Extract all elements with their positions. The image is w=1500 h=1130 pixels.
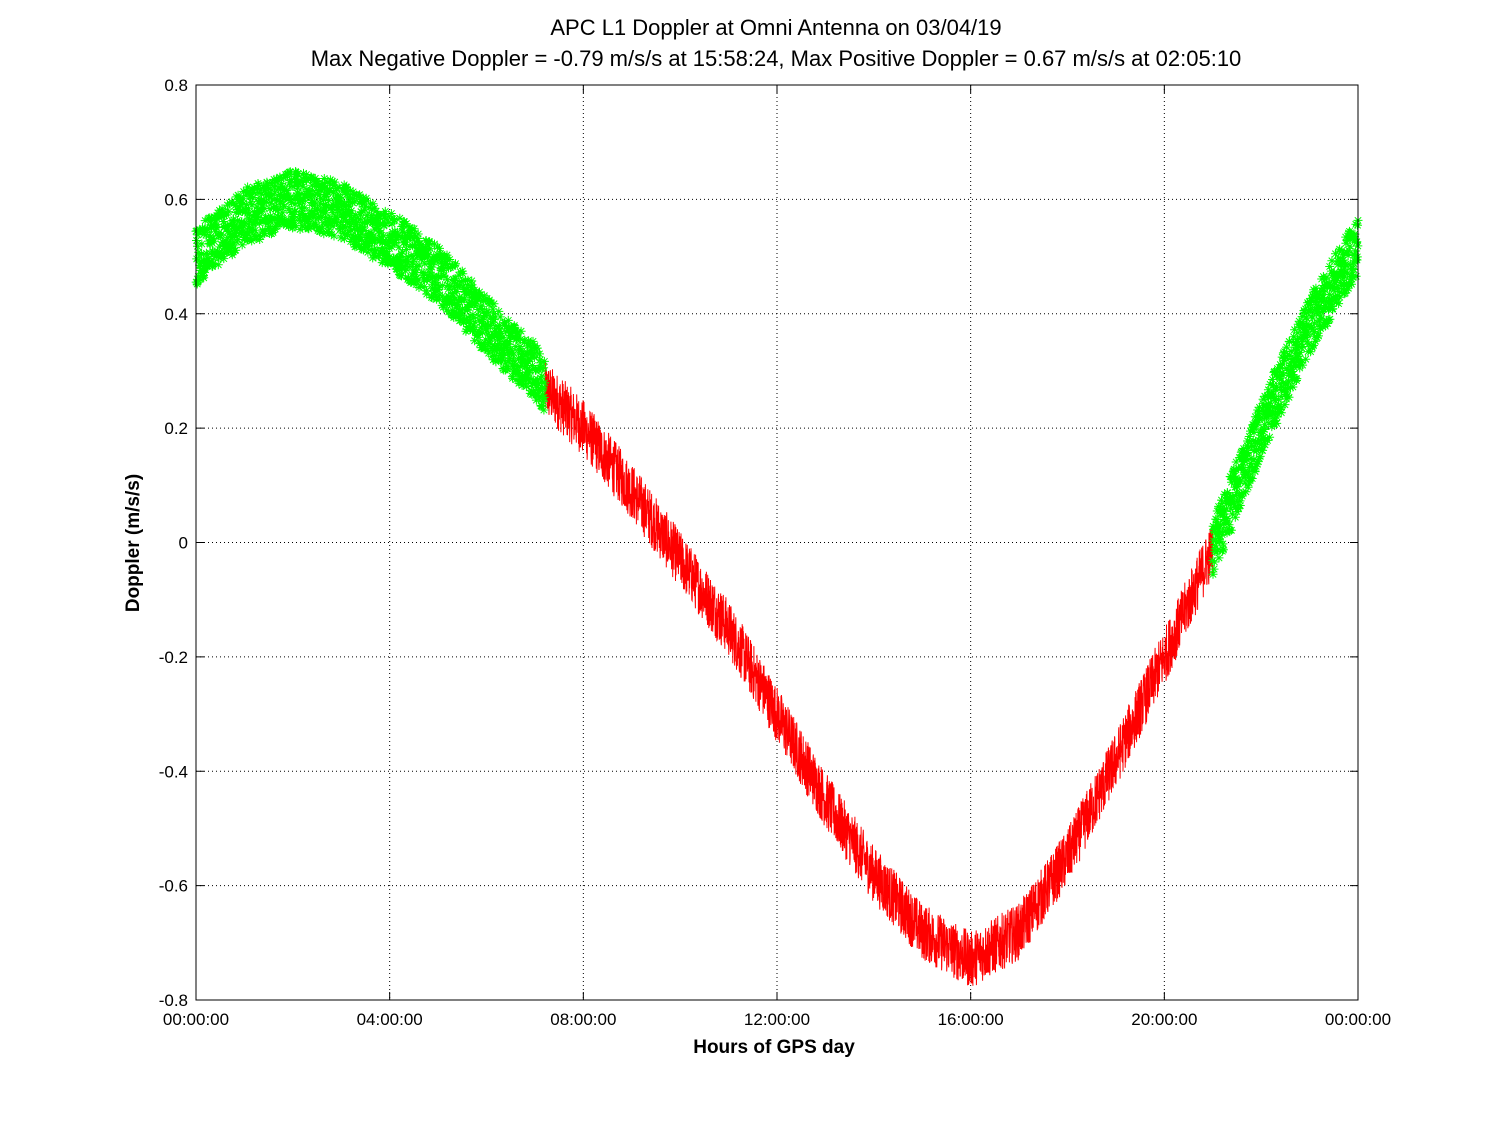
y-tick-label: 0 xyxy=(179,534,188,553)
doppler-series-line xyxy=(544,360,1214,986)
y-tick-label: -0.8 xyxy=(159,991,188,1010)
axis-ticks: 00:00:00 04:00:00 08:00:00 12:00:00 16:00:00… xyxy=(159,76,1391,1029)
grid-lines xyxy=(196,85,1358,1000)
x-tick-label: 12:00:00 xyxy=(744,1010,810,1029)
y-tick-label: -0.6 xyxy=(159,877,188,896)
x-tick-label: 16:00:00 xyxy=(938,1010,1004,1029)
y-tick-label: 0.2 xyxy=(164,419,188,438)
x-tick-label: 08:00:00 xyxy=(550,1010,616,1029)
y-tick-label: -0.4 xyxy=(159,762,188,781)
y-tick-label: 0.4 xyxy=(164,305,188,324)
plot-area xyxy=(191,167,1363,986)
y-axis-label: Doppler (m/s/s) xyxy=(123,474,144,612)
x-axis-label: Hours of GPS day xyxy=(693,1037,855,1058)
y-tick-label: 0.6 xyxy=(164,190,188,209)
x-tick-label: 00:00:00 xyxy=(1325,1010,1391,1029)
y-tick-label: 0.8 xyxy=(164,76,188,95)
doppler-series-markers xyxy=(1208,215,1363,579)
chart-subtitle: Max Negative Doppler = -0.79 m/s/s at 15… xyxy=(311,46,1242,71)
x-tick-label: 20:00:00 xyxy=(1131,1010,1197,1029)
chart-title: APC L1 Doppler at Omni Antenna on 03/04/… xyxy=(550,15,1001,40)
y-tick-label: -0.2 xyxy=(159,648,188,667)
x-tick-label: 04:00:00 xyxy=(357,1010,423,1029)
x-tick-label: 00:00:00 xyxy=(163,1010,229,1029)
